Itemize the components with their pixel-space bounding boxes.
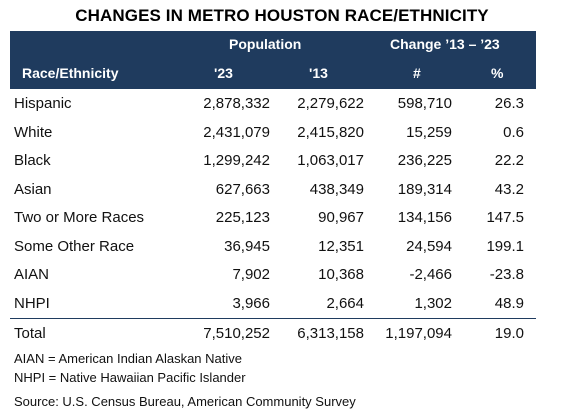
change-count-value: 134,156 [397, 209, 452, 226]
change-count-value: 15,259 [406, 123, 452, 141]
change-percent-value: 147.5 [486, 209, 524, 226]
total-change-percent-value: 19.0 [494, 325, 524, 342]
table-title: CHANGES IN METRO HOUSTON RACE/ETHNICITY [75, 6, 489, 25]
footnotes: AIAN = American Indian Alaskan Native NH… [14, 349, 356, 411]
population-2023-value: 36,945 [224, 237, 270, 255]
race-label: White [14, 123, 53, 141]
population-2023-value: 3,966 [232, 294, 270, 312]
race-label: Two or More Races [14, 209, 145, 226]
change-percent-value: 26.3 [494, 95, 524, 112]
race-label: Some Other Race [14, 237, 135, 255]
table-row: Some Other Race 36,945 12,351 24,594 199… [10, 233, 536, 262]
table-row: Black 1,299,242 1,063,017 236,225 22.2 [10, 147, 536, 176]
table-body: Hispanic 2,878,332 2,279,622 598,710 26.… [10, 90, 536, 318]
race-label: AIAN [14, 266, 50, 283]
change-percent-value: 22.2 [494, 152, 524, 169]
population-2013-value: 2,415,820 [297, 123, 364, 141]
population-2023-value: 7,902 [232, 266, 270, 283]
population-2023-value: 225,123 [215, 209, 270, 226]
total-population-2023-value: 7,510,252 [203, 325, 270, 342]
total-population-2013-value: 6,313,158 [297, 325, 364, 342]
total-label: Total [14, 325, 46, 342]
change-count-value: 24,594 [406, 237, 452, 255]
source-note: Source: U.S. Census Bureau, American Com… [14, 394, 356, 409]
table-row: Hispanic 2,878,332 2,279,622 598,710 26.… [10, 90, 536, 119]
change-group-header: Change ’13 – ’23 [390, 36, 500, 52]
change-count-value: 598,710 [397, 95, 452, 112]
nhpi-footnote: NHPI = Native Hawaiian Pacific Islander [14, 370, 246, 385]
table-row: NHPI 3,966 2,664 1,302 48.9 [10, 290, 536, 319]
population-2023-value: 627,663 [215, 180, 270, 198]
race-ethnicity-column-header: Race/Ethnicity [22, 65, 119, 81]
population-2013-value: 1,063,017 [297, 152, 364, 169]
table-row: Two or More Races 225,123 90,967 134,156… [10, 204, 536, 233]
population-2023-value: 1,299,242 [203, 152, 270, 169]
population-2013-value: 12,351 [318, 237, 364, 255]
population-2023-column-header: '23 [214, 65, 233, 81]
aian-footnote: AIAN = American Indian Alaskan Native [14, 351, 242, 366]
change-count-value: 236,225 [397, 152, 452, 169]
change-percent-value: 43.2 [494, 180, 524, 198]
population-2013-value: 10,368 [318, 266, 364, 283]
population-2023-value: 2,878,332 [203, 95, 270, 112]
change-percent-column-header: % [491, 65, 504, 81]
change-count-column-header: # [413, 65, 421, 81]
population-2023-value: 2,431,079 [203, 123, 270, 141]
population-2013-value: 2,664 [326, 294, 364, 312]
population-group-header: Population [229, 36, 302, 52]
table-row: AIAN 7,902 10,368 -2,466 -23.8 [10, 261, 536, 290]
change-percent-value: 0.6 [503, 123, 524, 141]
change-count-value: 1,302 [414, 294, 452, 312]
race-label: NHPI [14, 294, 50, 312]
change-count-value: 189,314 [397, 180, 452, 198]
change-percent-value: 199.1 [486, 237, 524, 255]
population-2013-value: 438,349 [309, 180, 364, 198]
population-2013-value: 2,279,622 [297, 95, 364, 112]
change-percent-value: 48.9 [494, 294, 524, 312]
race-label: Hispanic [14, 95, 72, 112]
total-row: Total 7,510,252 6,313,158 1,197,094 19.0 [10, 320, 536, 346]
population-2013-value: 90,967 [318, 209, 364, 226]
race-label: Asian [14, 180, 52, 198]
total-divider [10, 318, 536, 319]
table-row: Asian 627,663 438,349 189,314 43.2 [10, 176, 536, 205]
population-2013-column-header: '13 [309, 65, 328, 81]
change-count-value: -2,466 [409, 266, 452, 283]
race-label: Black [14, 152, 51, 169]
change-percent-value: -23.8 [489, 266, 524, 283]
table-header: Population Change ’13 – ’23 Race/Ethnici… [10, 31, 536, 89]
total-change-count-value: 1,197,094 [385, 325, 452, 342]
table-row: White 2,431,079 2,415,820 15,259 0.6 [10, 119, 536, 148]
